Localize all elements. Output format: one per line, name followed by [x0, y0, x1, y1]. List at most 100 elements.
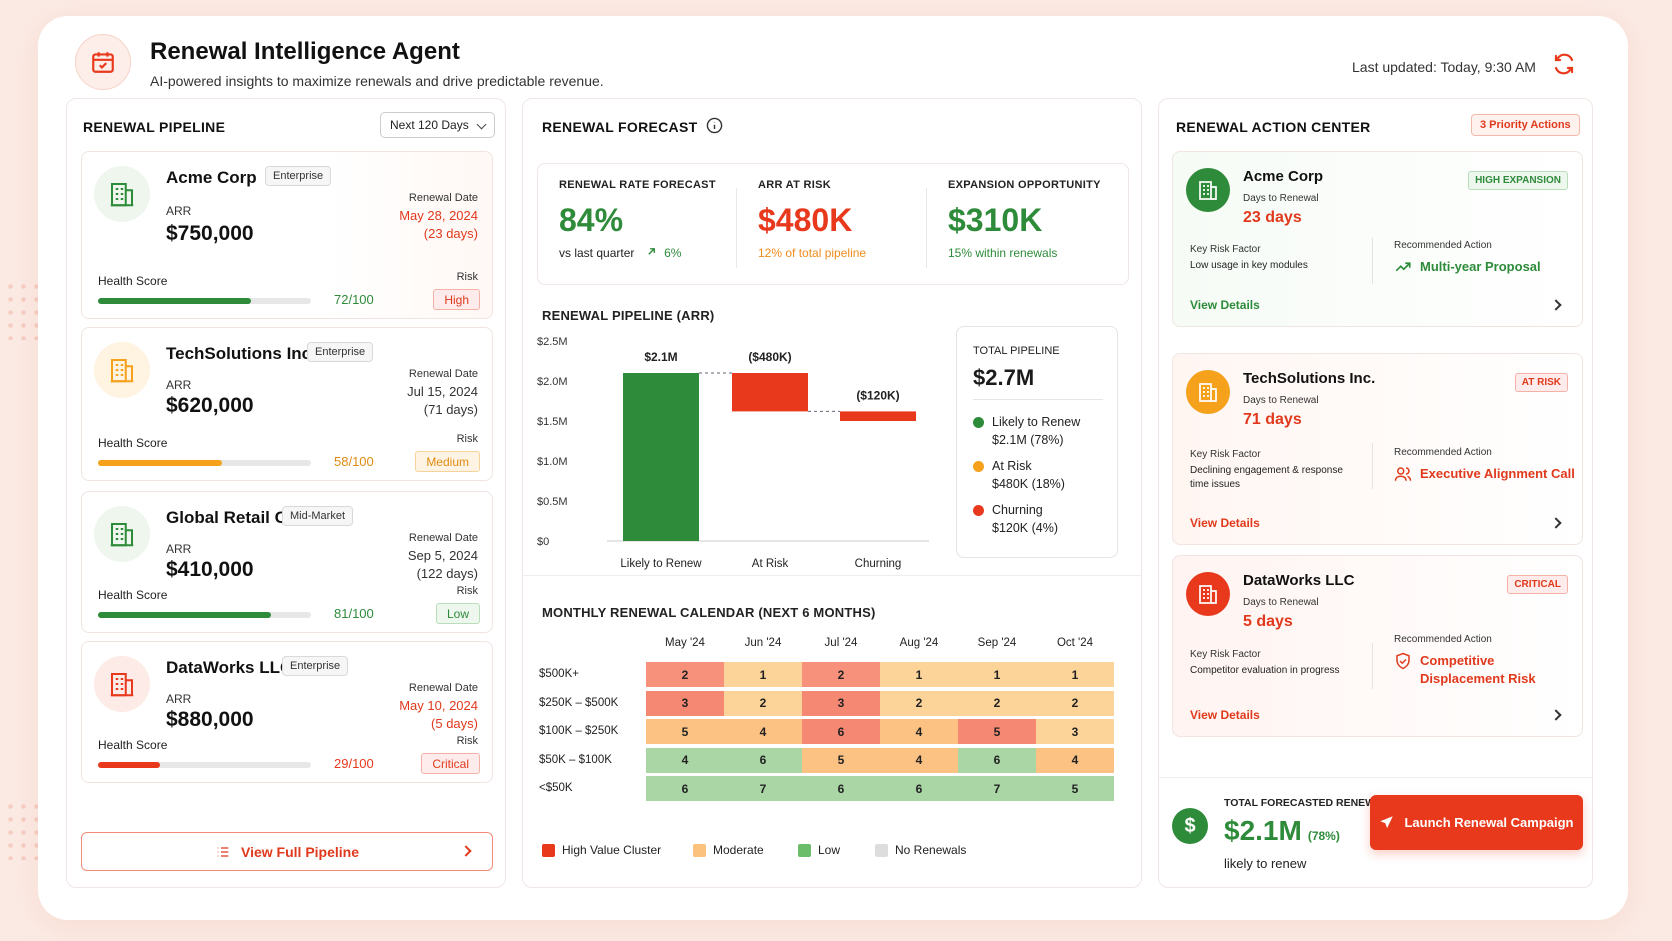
info-icon[interactable]: [706, 117, 723, 139]
legend-swatch: [798, 844, 811, 857]
total-pipeline-value: $2.7M: [973, 365, 1035, 390]
trend-up-icon: [1395, 262, 1411, 272]
heatmap-cell[interactable]: 5: [802, 747, 880, 773]
heatmap-cell[interactable]: 2: [880, 690, 958, 716]
building-icon: [94, 342, 150, 398]
heatmap-cell[interactable]: 2: [1036, 690, 1114, 716]
view-details-link[interactable]: View Details: [1190, 516, 1260, 530]
view-details-link[interactable]: View Details: [1190, 298, 1260, 312]
heatmap-cell[interactable]: 3: [1036, 719, 1114, 744]
legend-name: Likely to Renew: [992, 415, 1081, 429]
heatmap-cell[interactable]: 2: [724, 690, 802, 716]
heatmap-cell[interactable]: 6: [646, 776, 724, 801]
heatmap-cell[interactable]: 6: [724, 747, 802, 773]
bar-data-label: $2.1M: [644, 350, 677, 364]
pipeline-account-card[interactable]: Acme Corp Enterprise ARR $750,000 Renewa…: [81, 151, 493, 319]
renewal-date-label: Renewal Date: [408, 192, 478, 204]
launch-campaign-button[interactable]: Launch Renewal Campaign: [1370, 795, 1583, 850]
action-account-name: Acme Corp: [1243, 168, 1324, 185]
chevron-down-icon: [476, 119, 487, 130]
heatmap-cell[interactable]: 5: [1036, 776, 1114, 801]
account-name: TechSolutions Inc.: [166, 344, 316, 363]
heatmap-cell[interactable]: 6: [802, 719, 880, 744]
month-header: Jul '24: [824, 637, 858, 649]
y-tick-label: $1.5M: [537, 416, 568, 428]
health-bar: [98, 298, 311, 304]
health-bar: [98, 762, 311, 768]
legend-value: $120K (4%): [992, 521, 1059, 535]
refresh-icon[interactable]: [1552, 52, 1576, 76]
waterfall-bar[interactable]: [840, 411, 916, 421]
health-bar: [98, 460, 311, 466]
heatmap-cell[interactable]: 7: [724, 776, 802, 801]
heatmap-cell[interactable]: 4: [880, 747, 958, 773]
chevron-right-icon[interactable]: [1550, 299, 1562, 311]
heatmap-cell[interactable]: 5: [958, 719, 1036, 744]
users-icon: [1394, 467, 1412, 481]
heatmap-cell[interactable]: 7: [958, 776, 1036, 801]
heatmap-cell[interactable]: 1: [880, 662, 958, 687]
pipeline-account-card[interactable]: TechSolutions Inc. Enterprise ARR $620,0…: [81, 327, 493, 481]
y-tick-label: $1.0M: [537, 456, 568, 468]
waterfall-bar[interactable]: [623, 373, 699, 541]
heatmap-cell[interactable]: 3: [802, 690, 880, 716]
background-dots: [4, 800, 44, 860]
heatmap-cell[interactable]: 2: [802, 662, 880, 687]
heatmap-cell[interactable]: 2: [958, 690, 1036, 716]
heatmap-cell[interactable]: 6: [802, 776, 880, 801]
renewal-date-label: Renewal Date: [408, 682, 478, 694]
waterfall-bar[interactable]: [732, 373, 808, 412]
renewal-days: (71 days): [423, 402, 478, 417]
action-card[interactable]: TechSolutions Inc. Days to Renewal 71 da…: [1172, 353, 1583, 545]
heatmap-cell[interactable]: 1: [724, 662, 802, 687]
kpi-delta: 6%: [664, 246, 682, 260]
total-forecast-label: TOTAL FORECASTED RENEWAL ARR: [1224, 797, 1414, 809]
risk-label: Risk: [456, 585, 478, 597]
recommended-action[interactable]: Multi-year Proposal: [1394, 258, 1579, 276]
segment-tag: Enterprise: [282, 656, 349, 676]
view-details-link[interactable]: View Details: [1190, 708, 1260, 722]
heatmap-cell[interactable]: 6: [958, 747, 1036, 773]
pipeline-account-card[interactable]: DataWorks LLC Enterprise ARR $880,000 Re…: [81, 641, 493, 783]
days-label: Days to Renewal: [1243, 597, 1319, 608]
heatmap-cell[interactable]: 1: [958, 662, 1036, 687]
arr-label: ARR: [166, 378, 192, 392]
pipeline-account-card[interactable]: Global Retail Co. Mid-Market ARR $410,00…: [81, 491, 493, 633]
heatmap-cell[interactable]: 4: [646, 747, 724, 773]
month-header: Sep '24: [977, 637, 1017, 649]
heatmap-cell[interactable]: 4: [1036, 747, 1114, 773]
pipeline-title: RENEWAL PIPELINE: [83, 119, 226, 135]
heatmap-cell[interactable]: 3: [646, 690, 724, 716]
x-tick-label: Likely to Renew: [620, 558, 702, 570]
arr-label: ARR: [166, 692, 192, 706]
range-dropdown[interactable]: Next 120 Days: [380, 112, 495, 138]
heatmap-cell[interactable]: 4: [880, 719, 958, 744]
legend-swatch: [542, 844, 555, 857]
action-account-name: TechSolutions Inc.: [1243, 370, 1376, 387]
heatmap-cell[interactable]: 4: [724, 719, 802, 744]
kpi-value: $480K: [758, 202, 853, 238]
month-header: Aug '24: [899, 637, 939, 649]
kpi-renewal-rate: RENEWAL RATE FORECAST 84% vs last quarte…: [538, 164, 736, 286]
action-center-panel: RENEWAL ACTION CENTER 3 Priority Actions…: [1158, 98, 1593, 888]
total-forecast-value: $2.1M (78%): [1224, 815, 1340, 846]
heatmap-cell[interactable]: 5: [646, 719, 724, 744]
action-card[interactable]: Acme Corp Days to Renewal 23 days HIGH E…: [1172, 151, 1583, 327]
heatmap-cell[interactable]: 6: [880, 776, 958, 801]
building-icon: [1186, 168, 1230, 212]
action-card[interactable]: DataWorks LLC Days to Renewal 5 days CRI…: [1172, 555, 1583, 737]
dashboard-frame: Renewal Intelligence Agent AI-powered in…: [38, 16, 1628, 920]
page-title: Renewal Intelligence Agent: [150, 38, 460, 65]
kpi-label: RENEWAL RATE FORECAST: [559, 179, 716, 191]
list-icon: [217, 846, 229, 857]
kpi-sub: 15% within renewals: [948, 246, 1058, 260]
building-icon: [94, 166, 150, 222]
recommended-action[interactable]: Competitive Displacement Risk: [1394, 652, 1579, 688]
chevron-right-icon[interactable]: [1550, 517, 1562, 529]
legend-item: Likely to Renew $2.1M (78%): [973, 413, 1080, 449]
heatmap-cell[interactable]: 2: [646, 662, 724, 687]
recommended-action[interactable]: Executive Alignment Call: [1394, 465, 1579, 483]
chevron-right-icon[interactable]: [1550, 709, 1562, 721]
view-full-pipeline-button[interactable]: View Full Pipeline: [81, 832, 493, 871]
heatmap-cell[interactable]: 1: [1036, 662, 1114, 687]
